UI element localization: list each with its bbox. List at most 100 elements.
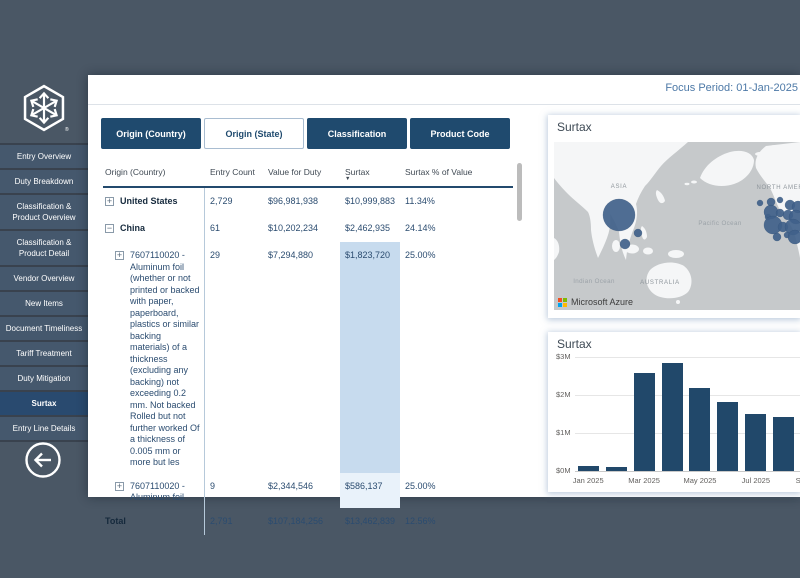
sidebar-item-tariff-treatment[interactable]: Tariff Treatment: [0, 342, 88, 365]
sidebar: ® Entry Overview Duty Breakdown Classifica…: [0, 0, 88, 578]
back-button[interactable]: [24, 441, 62, 479]
cell-entry-count: 9: [210, 480, 216, 491]
cell-value-for-duty: $96,981,938: [268, 196, 319, 206]
cell-origin: Total: [103, 507, 205, 535]
sidebar-item-document-timeliness[interactable]: Document Timeliness: [0, 317, 88, 340]
cell-surtax-pct: 25.00%: [405, 250, 436, 260]
column-header-surtax-label: Surtax: [345, 167, 370, 177]
expand-icon[interactable]: +: [115, 480, 124, 491]
cell-value-for-duty: $7,294,880: [268, 250, 314, 260]
map-bubble[interactable]: [776, 196, 784, 204]
gridline: [575, 395, 800, 396]
cell-origin: + United States: [103, 188, 205, 215]
cell-surtax-pct: 11.34%: [405, 196, 435, 206]
sidebar-item-surtax[interactable]: Surtax: [0, 392, 88, 415]
tab-origin-state[interactable]: Origin (State): [204, 118, 304, 149]
gridline: [575, 471, 800, 472]
table-row[interactable]: +7607110020 - Aluminum foil 9 $2,344,546 $5…: [103, 472, 513, 508]
bar-apr-2025[interactable]: [661, 363, 683, 471]
table-scrollbar-thumb[interactable]: [517, 163, 522, 221]
table-header: Origin (Country) Entry Count Value for D…: [103, 163, 513, 188]
map-title: Surtax: [557, 120, 592, 134]
map-bubble[interactable]: [772, 232, 782, 242]
y-axis-label: $3M: [556, 352, 571, 361]
sidebar-item-entry-overview[interactable]: Entry Overview: [0, 145, 88, 168]
map-bubble[interactable]: [787, 229, 800, 245]
world-map[interactable]: ASIA NORTH AMERICA Pacific Ocean Indian Oce…: [554, 142, 800, 310]
cell-value-for-duty: $2,344,546: [268, 480, 314, 491]
sidebar-item-classification-product-detail[interactable]: Classification & Product Detail: [0, 231, 88, 265]
table-body: + United States 2,729 $96,981,938 $10,999,88…: [103, 188, 513, 535]
cell-value-for-duty: $107,184,256: [268, 515, 324, 526]
focus-period-label: Focus Period: 01-Jan-2025: [665, 82, 798, 94]
sidebar-item-duty-mitigation[interactable]: Duty Mitigation: [0, 367, 88, 390]
sidebar-item-vendor-overview[interactable]: Vendor Overview: [0, 267, 88, 290]
map-bubble[interactable]: [633, 228, 643, 238]
bar-jan-2025[interactable]: [577, 466, 599, 471]
tab-classification[interactable]: Classification: [307, 118, 407, 149]
table-row[interactable]: +7607110020 - Aluminum foil (whether or …: [103, 242, 513, 473]
map-label: Pacific Ocean: [698, 220, 742, 227]
map-bubble[interactable]: [619, 238, 631, 250]
map-label: Indian Ocean: [573, 278, 615, 285]
sidebar-item-new-items[interactable]: New Items: [0, 292, 88, 315]
sidebar-item-duty-breakdown[interactable]: Duty Breakdown: [0, 170, 88, 193]
x-axis-label: Mar 2025: [628, 476, 660, 485]
expand-icon[interactable]: +: [105, 196, 114, 206]
row-label: United States: [120, 196, 178, 206]
collapse-icon[interactable]: −: [105, 223, 114, 233]
map-label: ASIA: [611, 184, 627, 190]
sort-descending-icon[interactable]: ▼: [345, 176, 351, 182]
cell-surtax-pct: 24.14%: [405, 223, 436, 233]
row-label: 7607110020 - Aluminum foil: [130, 480, 185, 503]
cell-entry-count: 29: [210, 250, 221, 260]
map-labels: ASIA NORTH AMERICA Pacific Ocean Indian Oce…: [573, 184, 800, 286]
map-bubble[interactable]: [756, 199, 764, 207]
bar-mar-2025[interactable]: [633, 373, 655, 471]
row-label: 7607110020 - Aluminum foil (whether or n…: [130, 250, 200, 467]
surtax-bar-chart-card: Surtax $0M $1M $2M $3M Jan 2025 Mar 2025 May …: [548, 332, 800, 492]
column-header-origin-country[interactable]: Origin (Country): [105, 167, 166, 177]
column-header-surtax-pct[interactable]: Surtax % of Value: [405, 167, 473, 177]
sidebar-item-classification-product-overview[interactable]: Classification & Product Overview: [0, 195, 88, 229]
map-bubble[interactable]: [602, 198, 636, 232]
table-row[interactable]: − China 61 $10,202,234 $2,462,935 24.14%: [103, 215, 513, 242]
cell-surtax: $13,462,839: [345, 515, 396, 526]
table-row[interactable]: + United States 2,729 $96,981,938 $10,999,88…: [103, 188, 513, 215]
cell-origin: +7607110020 - Aluminum foil: [103, 472, 205, 508]
table-total-row[interactable]: Total 2,791 $107,184,256 $13,462,839 12.56%: [103, 507, 513, 535]
tab-product-code[interactable]: Product Code: [410, 118, 510, 149]
sidebar-item-entry-line-details[interactable]: Entry Line Details: [0, 417, 88, 440]
y-axis-label: $0M: [556, 466, 571, 475]
cell-entry-count: 2,791: [210, 515, 233, 526]
expand-icon[interactable]: +: [115, 250, 124, 260]
cell-surtax-pct: 25.00%: [405, 480, 436, 491]
map-bubble[interactable]: [775, 208, 785, 218]
column-header-entry-count[interactable]: Entry Count: [210, 167, 255, 177]
report-page: Focus Period: 01-Jan-2025 Origin (Countr…: [88, 75, 800, 535]
map-bubbles: [602, 196, 800, 250]
bar-jul-2025[interactable]: [745, 414, 767, 471]
arrow-left-icon: [33, 452, 51, 468]
cell-entry-count: 2,729: [210, 196, 233, 206]
bar-aug-2025[interactable]: [773, 417, 795, 471]
cell-origin: − China: [103, 215, 205, 242]
bar-may-2025[interactable]: [689, 388, 711, 471]
map-attribution-text: Microsoft Azure: [571, 297, 634, 307]
cell-entry-count: 61: [210, 223, 221, 233]
svg-text:®: ®: [65, 126, 69, 133]
bar-jun-2025[interactable]: [717, 401, 739, 471]
column-header-surtax[interactable]: Surtax ▼: [340, 163, 400, 186]
bar-feb-2025[interactable]: [605, 467, 627, 471]
cell-surtax: $1,823,720: [340, 242, 400, 473]
cell-surtax: $10,999,883: [345, 196, 396, 206]
map-attribution: Microsoft Azure: [558, 297, 633, 307]
surtax-matrix: Origin (Country) Entry Count Value for D…: [103, 163, 513, 535]
tab-origin-country[interactable]: Origin (Country): [101, 118, 201, 149]
cell-surtax: $2,462,935: [345, 223, 391, 233]
cell-value-for-duty: $10,202,234: [268, 223, 319, 233]
cell-surtax: $586,137: [340, 472, 400, 508]
x-axis-label: Jan 2025: [572, 476, 604, 485]
column-header-value-for-duty[interactable]: Value for Duty: [268, 167, 322, 177]
